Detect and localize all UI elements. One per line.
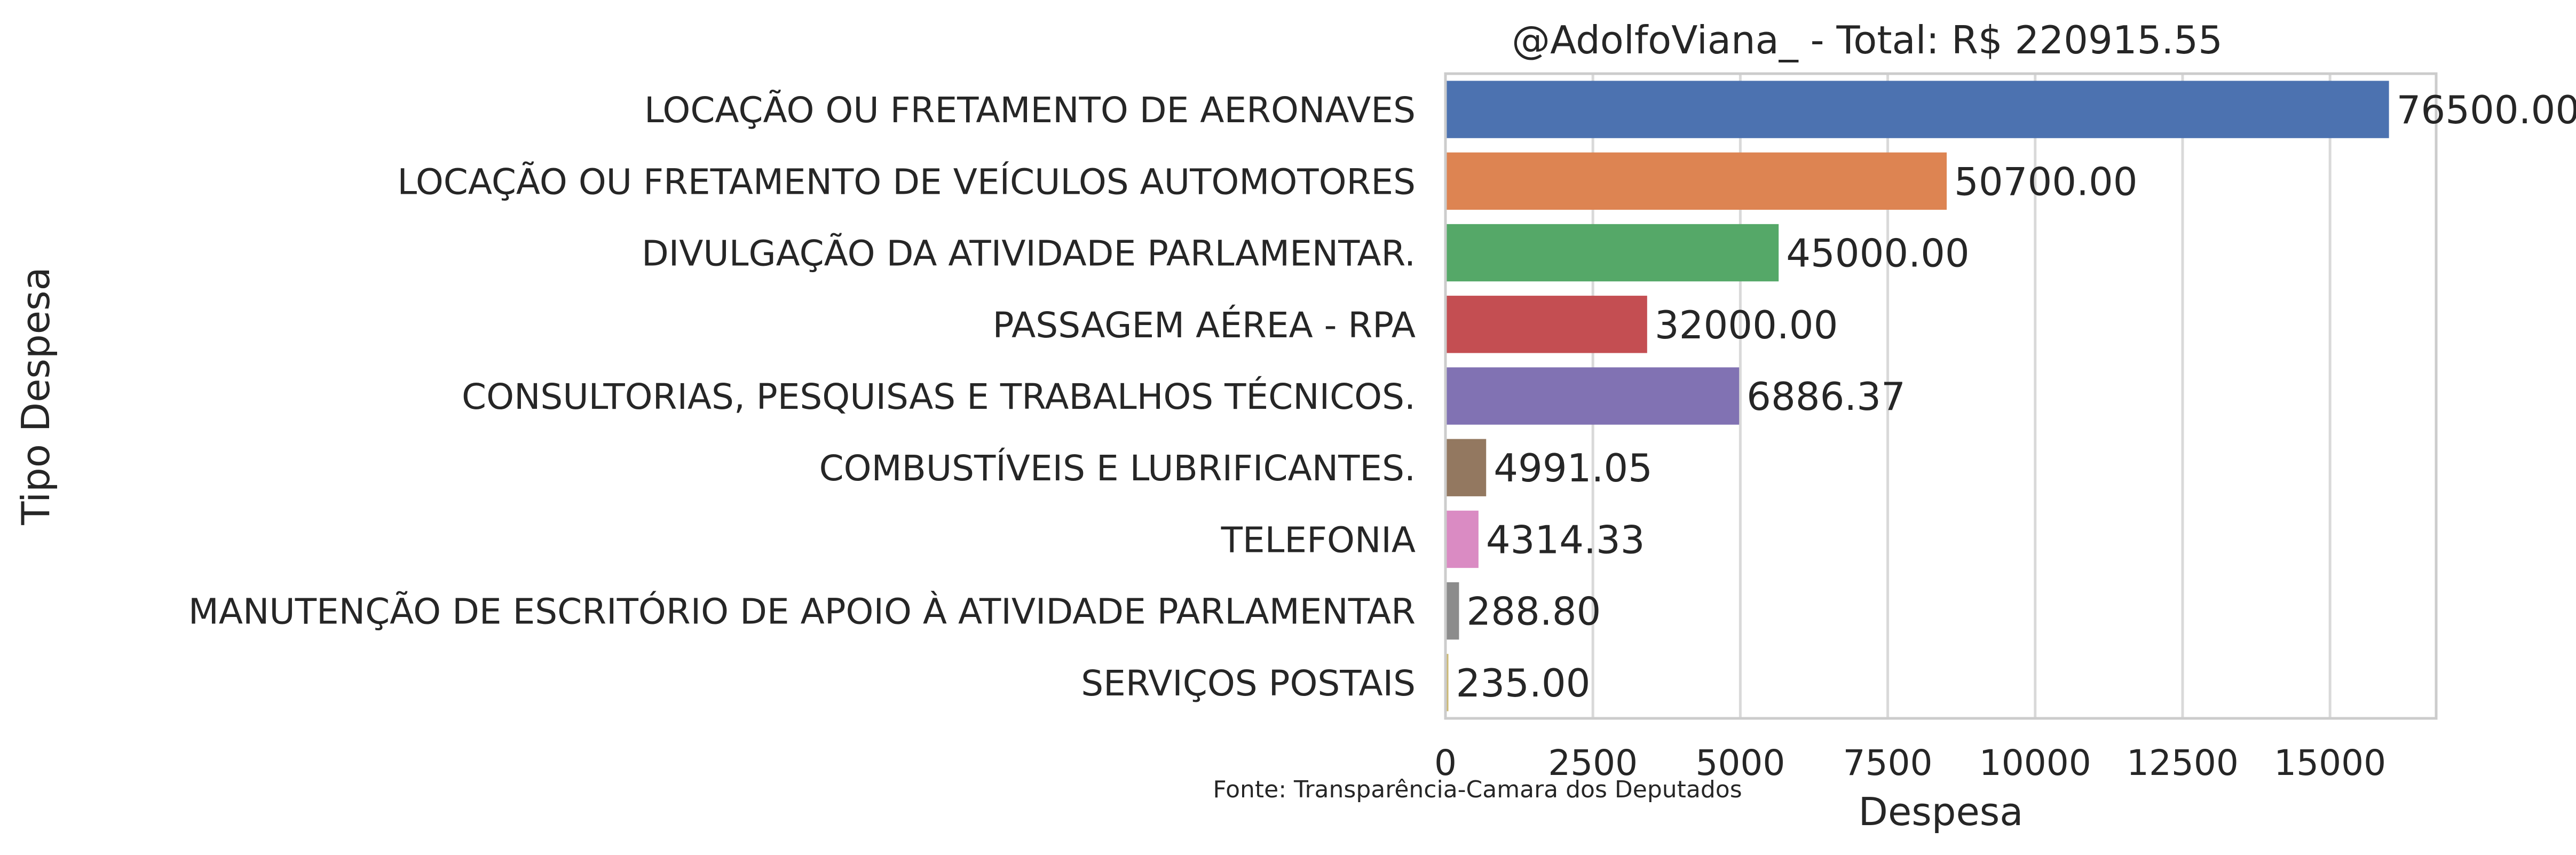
bar xyxy=(1445,582,1459,640)
category-label: SERVIÇOS POSTAIS xyxy=(1081,663,1416,704)
bars xyxy=(1445,81,2389,711)
bar xyxy=(1445,367,1740,425)
bar xyxy=(1445,296,1647,353)
x-tick-label: 12500 xyxy=(2127,742,2239,783)
bar xyxy=(1445,439,1487,496)
bar xyxy=(1445,654,1449,711)
bar xyxy=(1445,152,1947,210)
value-label: 32000.00 xyxy=(1655,303,1838,347)
bar xyxy=(1445,224,1779,282)
category-label: MANUTENÇÃO DE ESCRITÓRIO DE APOIO À ATIV… xyxy=(188,591,1416,632)
value-label: 50700.00 xyxy=(1954,159,2138,204)
x-tick-label: 2500 xyxy=(1548,742,1638,783)
chart-title: @AdolfoViana_ - Total: R$ 220915.55 xyxy=(1512,18,2223,62)
value-labels: 76500.00 50700.00 45000.00 32000.00 6886.37 4… xyxy=(1456,88,2576,706)
x-tick-label: 10000 xyxy=(1979,742,2091,783)
value-label: 45000.00 xyxy=(1786,231,1970,276)
category-label: PASSAGEM AÉREA - RPA xyxy=(993,304,1416,346)
source-note: Fonte: Transparência-Camara dos Deputado… xyxy=(1213,776,1742,803)
x-tick-label: 7500 xyxy=(1843,742,1933,783)
value-label: 76500.00 xyxy=(2397,88,2576,132)
x-tick-labels: 0 2500 5000 7500 10000 12500 15000 xyxy=(1434,742,2386,783)
x-tick-label: 15000 xyxy=(2274,742,2386,783)
value-label: 288.80 xyxy=(1466,589,1601,634)
bar xyxy=(1445,510,1479,568)
bar xyxy=(1445,81,2389,138)
category-label: COMBUSTÍVEIS E LUBRIFICANTES. xyxy=(819,447,1416,489)
category-label: DIVULGAÇÃO DA ATIVIDADE PARLAMENTAR. xyxy=(642,233,1416,274)
y-axis-label: Tipo Despesa xyxy=(13,267,58,525)
category-label: TELEFONIA xyxy=(1221,519,1416,560)
value-label: 4314.33 xyxy=(1486,517,1645,562)
x-tick-label: 5000 xyxy=(1695,742,1785,783)
category-label: LOCAÇÃO OU FRETAMENTO DE AERONAVES xyxy=(644,90,1416,131)
category-labels: LOCAÇÃO OU FRETAMENTO DE AERONAVES LOCAÇÃ… xyxy=(188,90,1416,704)
category-label: LOCAÇÃO OU FRETAMENTO DE VEÍCULOS AUTOMO… xyxy=(397,161,1416,202)
x-tick-label: 0 xyxy=(1434,742,1457,783)
plot-frame xyxy=(1444,72,2438,720)
value-label: 4991.05 xyxy=(1494,446,1653,490)
x-axis-label: Despesa xyxy=(1859,789,2024,834)
category-label: CONSULTORIAS, PESQUISAS E TRABALHOS TÉCN… xyxy=(462,376,1416,417)
value-label: 6886.37 xyxy=(1747,374,1906,419)
value-label: 235.00 xyxy=(1456,661,1591,706)
